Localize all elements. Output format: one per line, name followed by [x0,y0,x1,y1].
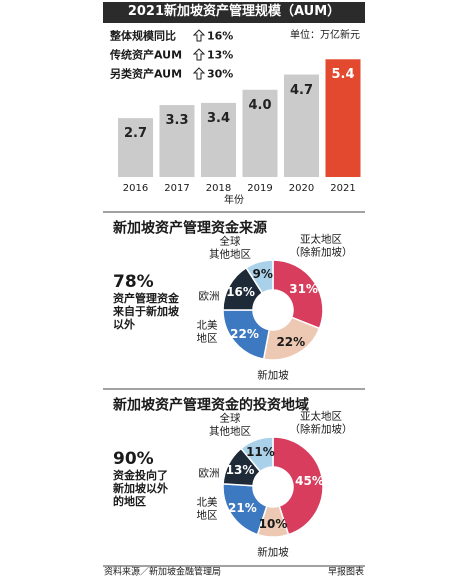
up-arrow [192,29,206,42]
slice-category-label: 亚太地区 （除新加坡） [289,410,353,435]
x-tick-label: 2018 [205,183,232,194]
slice-value-label: 13% [225,462,255,477]
slice-category-label: 全球 其他地区 [209,235,251,260]
x-tick-label: 2019 [247,183,273,194]
bar [284,74,319,177]
x-tick-label: 2020 [288,183,315,194]
donut-slice [240,436,274,473]
donut-slice [272,436,324,536]
slice-category-label: 北美 地区 [196,319,218,344]
slice-category-label: 亚太地区 （除新加坡） [289,233,353,258]
bar [118,118,153,177]
slice-value-label: 10% [258,516,288,531]
slice-category-label: 欧洲 [198,290,220,303]
up-arrow [192,67,206,80]
slice-value-label: 21% [228,500,257,515]
bar [242,89,278,177]
x-tick-label: 2017 [164,183,190,194]
unit-label: 单位：万亿新元 [290,30,360,41]
header-bar [103,2,365,23]
stat-value: 16% [207,29,234,43]
slice-category-label: 全球 其他地区 [209,412,251,437]
bar [201,102,236,177]
note: 资产管理资金 来自于新加坡 以外 [113,292,179,332]
stat-label: 传统资产AUM [110,48,183,62]
x-tick-label: 2016 [122,183,149,194]
bar-value-label: 2.7 [123,126,148,142]
slice-category-label: 欧洲 [198,467,220,480]
stat-label: 整体规模同比 [110,29,176,43]
chart-title: 新加坡资产管理资金来源 [113,220,267,237]
stat-value: 13% [207,48,234,62]
slice-value-label: 31% [289,281,318,296]
slice-category-label: 北美 地区 [196,496,218,521]
up-arrow [192,48,206,61]
slice-value-label: 11% [246,444,275,459]
slice-value-label: 22% [276,335,306,350]
bar [325,59,361,177]
slice-category-label: 新加坡 [257,546,289,559]
slice-value-label: 9% [252,267,273,282]
stat-label: 另类资产AUM [110,67,183,81]
slice-value-label: 45% [295,474,324,489]
note: 资金投向了 新加坡以外 的地区 [113,469,168,509]
slice-value-label: 16% [226,284,255,299]
donut-slice [245,259,274,295]
footer-source: 资料来源／新加坡金融管理局 [104,567,222,578]
donut-slice [272,259,324,330]
x-tick-label: 2021 [330,183,356,194]
slice-category-label: 新加坡 [257,369,289,382]
slice-value-label: 22% [230,326,259,341]
highlight: 90% [113,448,154,469]
bar-value-label: 5.4 [331,67,355,83]
bar-value-label: 3.4 [206,111,231,127]
x-axis-label: 年份 [224,195,244,206]
bar-value-label: 3.3 [165,113,189,129]
highlight: 78% [113,271,154,292]
bar-value-label: 4.0 [248,98,272,113]
header-title: 2021新加坡资产管理规模（AUM） [127,4,341,20]
stat-value: 30% [207,67,234,81]
bar [159,105,195,177]
chart-title: 新加坡资产管理资金的投资地域 [113,397,309,414]
footer-credit: 早报图表 [327,567,364,578]
bar-value-label: 4.7 [289,82,314,98]
